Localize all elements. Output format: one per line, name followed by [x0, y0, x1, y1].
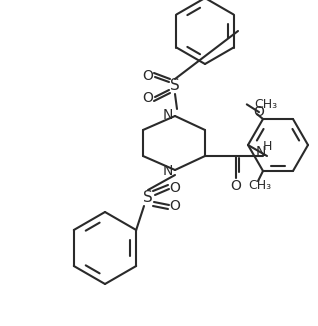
- Text: O: O: [169, 199, 180, 213]
- Text: O: O: [142, 91, 154, 105]
- Text: O: O: [169, 181, 180, 195]
- Text: S: S: [143, 190, 153, 205]
- Text: CH₃: CH₃: [254, 98, 277, 111]
- Text: O: O: [231, 179, 241, 193]
- Text: N: N: [256, 145, 266, 159]
- Text: N: N: [163, 108, 173, 122]
- Text: O: O: [253, 105, 265, 119]
- Text: O: O: [142, 69, 154, 83]
- Text: N: N: [163, 164, 173, 178]
- Text: CH₃: CH₃: [248, 179, 272, 192]
- Text: S: S: [170, 79, 180, 94]
- Text: H: H: [262, 140, 272, 153]
